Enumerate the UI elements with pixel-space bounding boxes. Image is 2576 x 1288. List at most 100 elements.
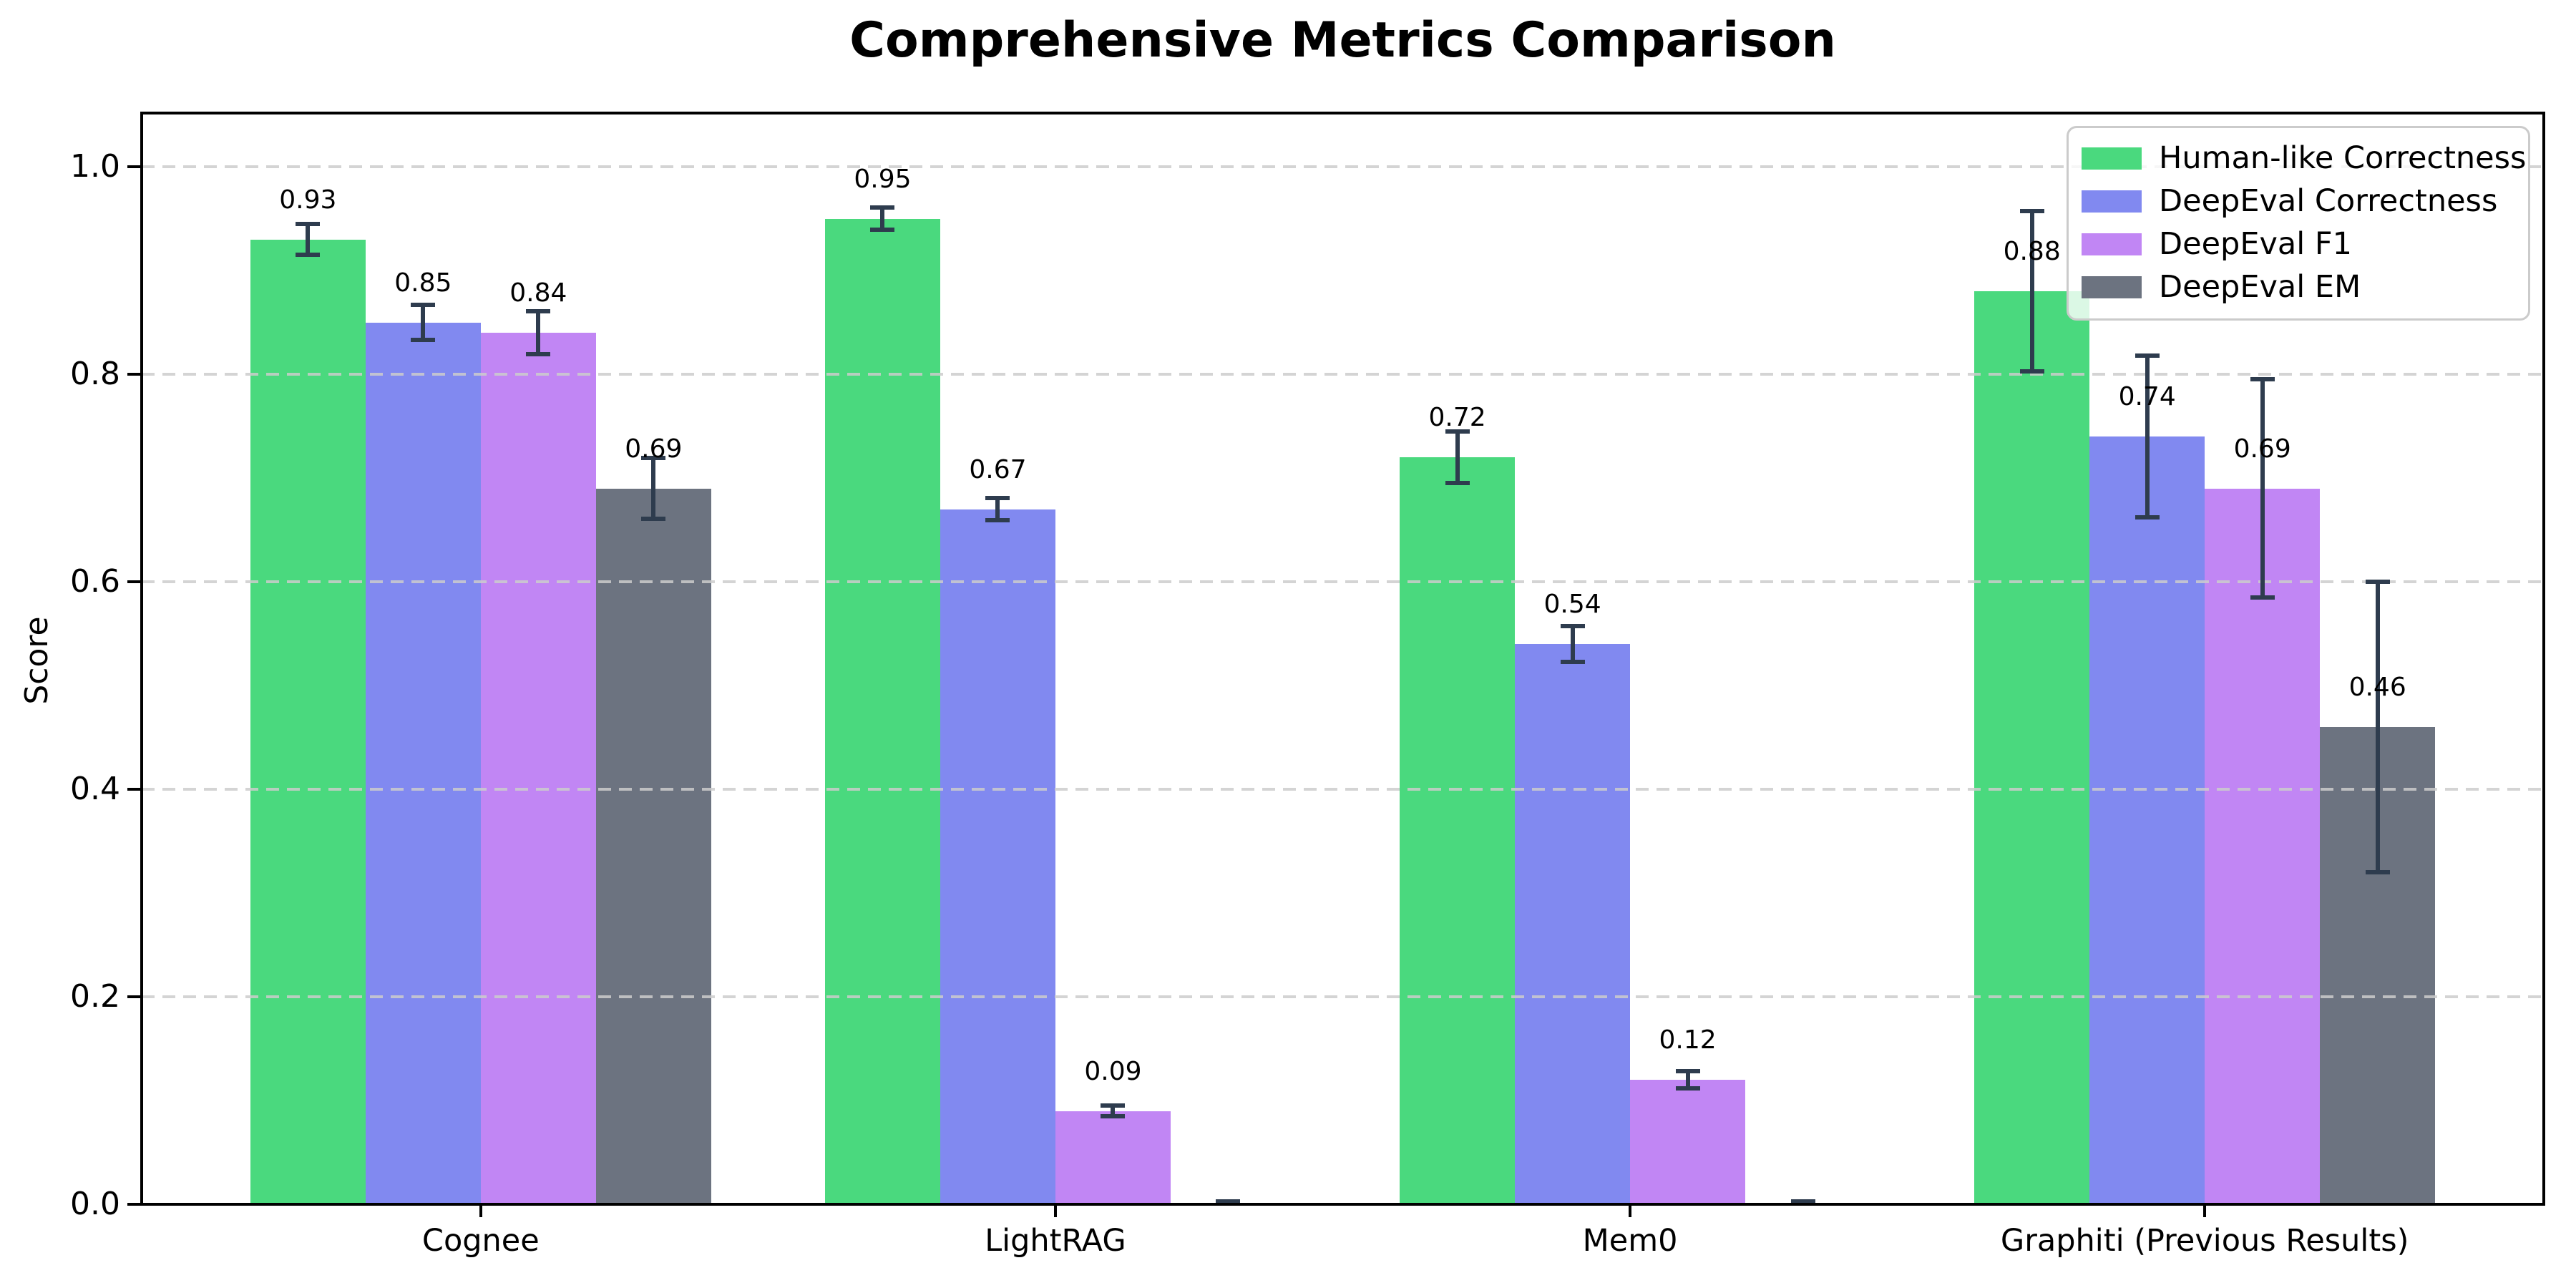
error-bar-cap-bottom — [870, 228, 895, 233]
bar-human-like-correctness — [1974, 291, 2090, 1204]
legend-label: DeepEval Correctness — [2159, 183, 2498, 219]
bar-human-like-correctness — [824, 218, 940, 1204]
error-bar-cap-bottom — [1101, 1113, 1126, 1118]
chart-title: Comprehensive Metrics Comparison — [849, 12, 1836, 69]
axis-spine — [140, 112, 143, 1206]
y-tick-label: 0.0 — [70, 1186, 120, 1222]
error-bar-cap-top — [1445, 429, 1470, 434]
y-tick-label: 0.4 — [70, 771, 120, 807]
legend-swatch — [2082, 275, 2142, 298]
bar-human-like-correctness — [1400, 457, 1516, 1204]
gridline — [142, 788, 2544, 791]
error-bar-cap-top — [2135, 353, 2160, 358]
error-bar — [1455, 431, 1460, 484]
bar-deepeval-f1 — [1630, 1080, 1746, 1204]
y-tick-label: 0.6 — [70, 563, 120, 600]
legend-swatch — [2082, 190, 2142, 213]
x-tick-mark — [1053, 1204, 1057, 1217]
error-bar-cap-top — [2365, 580, 2390, 584]
bar-deepeval-f1 — [1055, 1111, 1171, 1204]
error-bar-cap-top — [2250, 377, 2275, 382]
x-tick-mark — [2203, 1204, 2207, 1217]
y-tick-mark — [127, 373, 140, 376]
legend-label: Human-like Correctness — [2159, 140, 2527, 176]
y-tick-mark — [127, 1203, 140, 1206]
legend-item: DeepEval Correctness — [2082, 180, 2515, 223]
error-bar-cap-top — [870, 205, 895, 210]
x-tick-label-3: Mem0 — [1582, 1223, 1678, 1259]
legend-swatch — [2082, 147, 2142, 170]
legend-item: DeepEval EM — [2082, 265, 2515, 308]
gridline — [142, 373, 2544, 376]
error-bar-cap-bottom — [2135, 515, 2160, 520]
error-bar-cap-top — [411, 302, 436, 307]
error-bar — [2145, 355, 2150, 518]
error-bar-cap-bottom — [2250, 595, 2275, 600]
bar-deepeval-f1 — [2205, 488, 2321, 1204]
error-bar-cap-bottom — [296, 253, 321, 258]
error-bar — [2375, 582, 2380, 872]
bar-value-label: 0.54 — [1543, 590, 1601, 619]
gridline — [142, 995, 2544, 998]
y-tick-label: 0.2 — [70, 978, 120, 1015]
axis-spine — [140, 1203, 2545, 1206]
bar-value-label: 0.85 — [394, 268, 452, 298]
y-tick-mark — [127, 995, 140, 998]
y-tick-mark — [127, 788, 140, 791]
error-bar-cap-top — [641, 456, 666, 461]
axis-spine — [140, 112, 2545, 114]
error-bar — [880, 207, 885, 230]
bar-value-label: 0.69 — [625, 434, 683, 464]
error-bar — [1685, 1071, 1690, 1088]
error-bar — [2260, 379, 2265, 597]
error-bar-cap-top — [1675, 1069, 1700, 1074]
gridline — [142, 165, 2544, 168]
bar-value-label: 0.67 — [969, 454, 1027, 484]
error-bar-cap-bottom — [1675, 1085, 1700, 1091]
bar-value-label: 0.84 — [509, 278, 567, 308]
bar-value-label: 0.88 — [2003, 237, 2061, 266]
axis-spine — [2542, 112, 2545, 1206]
legend: Human-like Correctness DeepEval Correctne… — [2067, 126, 2530, 321]
bar-deepeval-correctness — [940, 509, 1055, 1204]
bar-deepeval-correctness — [2089, 436, 2205, 1204]
x-tick-mark — [479, 1204, 482, 1217]
bar-value-label: 0.46 — [2348, 673, 2406, 702]
error-bar-cap-top — [1790, 1199, 1815, 1204]
error-bar-cap-bottom — [2019, 369, 2044, 374]
error-bar-cap-top — [1216, 1199, 1241, 1204]
error-bar-cap-top — [1101, 1103, 1126, 1108]
legend-label: DeepEval EM — [2159, 269, 2361, 305]
error-bar-cap-bottom — [1445, 481, 1470, 486]
y-tick-mark — [127, 580, 140, 583]
x-tick-mark — [1629, 1204, 1632, 1217]
gridline — [142, 580, 2544, 583]
error-bar — [1570, 626, 1575, 662]
error-bar — [306, 223, 311, 255]
bar-value-label: 0.95 — [854, 164, 912, 194]
bar-deepeval-f1 — [480, 333, 596, 1204]
error-bar-cap-top — [2019, 209, 2044, 214]
error-bar — [421, 304, 426, 341]
bar-deepeval-em — [595, 488, 711, 1204]
error-bar-cap-bottom — [985, 518, 1010, 523]
y-tick-mark — [127, 165, 140, 168]
bar-value-label: 0.93 — [279, 185, 337, 215]
bar-value-label: 0.69 — [2233, 434, 2291, 464]
bar-deepeval-correctness — [365, 322, 481, 1204]
bar-value-label: 0.74 — [2118, 382, 2176, 411]
error-bar-cap-top — [296, 221, 321, 226]
error-bar-cap-bottom — [1560, 659, 1585, 664]
x-tick-label-2: LightRAG — [985, 1223, 1126, 1259]
y-tick-label: 1.0 — [70, 148, 120, 185]
x-tick-label-4: Graphiti (Previous Results) — [2000, 1223, 2409, 1259]
bar-deepeval-correctness — [1515, 644, 1631, 1204]
x-tick-label-1: Cognee — [421, 1223, 540, 1259]
bar-value-label: 0.72 — [1428, 403, 1486, 432]
legend-item: Human-like Correctness — [2082, 137, 2526, 180]
legend-label: DeepEval F1 — [2159, 226, 2352, 262]
error-bar — [651, 458, 656, 519]
error-bar-cap-top — [1560, 624, 1585, 629]
error-bar-cap-bottom — [641, 516, 666, 521]
legend-item: DeepEval F1 — [2082, 223, 2515, 265]
